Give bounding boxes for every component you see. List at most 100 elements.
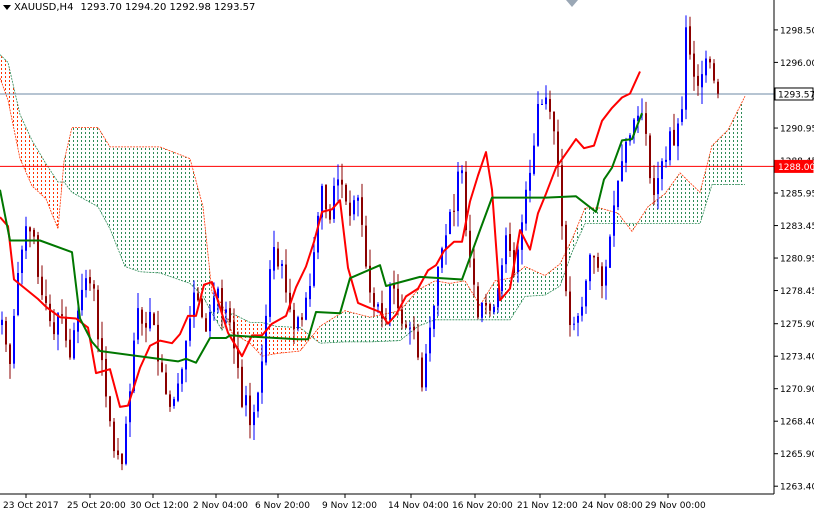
candle <box>109 395 111 427</box>
candle-body <box>577 315 579 323</box>
candle <box>21 245 23 285</box>
candle <box>309 273 311 307</box>
candle-body <box>97 289 99 340</box>
candle-body <box>321 185 323 218</box>
y-tick-label: 1290.95 <box>780 125 814 135</box>
senkou-span-a-line <box>0 77 746 357</box>
candle-body <box>401 309 403 324</box>
candle <box>393 270 395 305</box>
candle <box>53 309 55 341</box>
candle <box>153 312 155 326</box>
candle <box>137 292 139 345</box>
y-tick-label: 1268.40 <box>780 418 814 428</box>
candle-body <box>445 235 447 249</box>
candle-body <box>629 135 631 142</box>
candle-body <box>709 58 711 63</box>
one-click-trading-icon[interactable] <box>566 0 578 7</box>
candle <box>73 322 75 360</box>
symbol-header[interactable]: XAUUSD,H4 1293.70 1294.20 1292.98 1293.5… <box>3 2 255 13</box>
x-tick-label: 9 Nov 12:00 <box>322 501 377 511</box>
y-tick-label: 1278.45 <box>780 287 814 297</box>
y-tick-label: 1285.95 <box>780 190 814 200</box>
candle-body <box>125 423 127 464</box>
candle-body <box>453 210 455 212</box>
candle-body <box>481 302 483 318</box>
y-tick-label: 1280.95 <box>780 255 814 265</box>
candle <box>201 297 203 319</box>
candle-body <box>153 313 155 325</box>
candle-body <box>53 322 55 335</box>
cloud-segment <box>190 158 203 297</box>
candle <box>621 144 623 182</box>
candle <box>401 294 403 330</box>
candle-body <box>5 321 7 345</box>
candle-body <box>525 189 527 224</box>
candle-body <box>441 248 443 268</box>
candle-body <box>469 230 471 258</box>
candle <box>685 15 687 120</box>
candle-body <box>297 317 299 329</box>
candle <box>1 311 3 335</box>
candle <box>229 301 231 331</box>
candle <box>33 227 35 245</box>
candle-body <box>553 111 555 132</box>
candle-body <box>537 104 539 146</box>
candle-body <box>181 369 183 384</box>
cloud-segment <box>545 263 560 296</box>
candle <box>389 282 391 327</box>
candle <box>701 60 703 105</box>
horizontal-price-tag <box>774 159 814 173</box>
y-tick-label: 1265.90 <box>780 450 814 460</box>
y-tick-label: 1275.90 <box>780 320 814 330</box>
candle-body <box>269 269 271 317</box>
chevron-down-icon[interactable] <box>3 5 11 10</box>
x-tick-label: 25 Oct 20:00 <box>67 501 126 511</box>
candle-body <box>373 293 375 307</box>
candle-body <box>405 324 407 328</box>
candle-body <box>345 184 347 202</box>
candle-body <box>217 288 219 298</box>
candle-body <box>561 165 563 227</box>
cloud-segment <box>345 310 370 342</box>
candle-body <box>509 234 511 251</box>
candle <box>497 287 499 313</box>
candle <box>561 148 563 240</box>
candle <box>473 247 475 297</box>
candle-body <box>489 304 491 311</box>
candle-body <box>129 391 131 423</box>
ohlc-readout: 1293.70 1294.20 1292.98 1293.57 <box>80 2 256 13</box>
y-tick-label: 1298.50 <box>780 26 814 36</box>
horizontal-price-lines <box>0 93 774 167</box>
candle-body <box>529 172 531 191</box>
candle-body <box>85 278 87 291</box>
candle-body <box>301 317 303 320</box>
candle-body <box>505 235 507 265</box>
candle-body <box>437 266 439 306</box>
symbol-label: XAUUSD,H4 <box>14 2 74 13</box>
candle-body <box>145 323 147 328</box>
candle <box>673 113 675 146</box>
candle <box>405 320 407 329</box>
candle-body <box>305 297 307 320</box>
candle-body <box>117 450 119 455</box>
candle-body <box>665 159 667 162</box>
candle <box>185 340 187 383</box>
candle-body <box>413 326 415 331</box>
cloud-segment <box>320 310 345 344</box>
candle-body <box>689 26 691 55</box>
candle <box>553 111 555 145</box>
candle <box>329 204 331 224</box>
candle <box>609 234 611 269</box>
candle-body <box>389 284 391 320</box>
cloud-segment <box>140 146 160 273</box>
candle-body <box>533 145 535 174</box>
x-tick-label: 6 Nov 20:00 <box>255 501 310 511</box>
candle <box>709 56 711 69</box>
candle-body <box>277 248 279 267</box>
candle-body <box>289 292 291 310</box>
candle-body <box>681 109 683 122</box>
candle <box>29 226 31 248</box>
